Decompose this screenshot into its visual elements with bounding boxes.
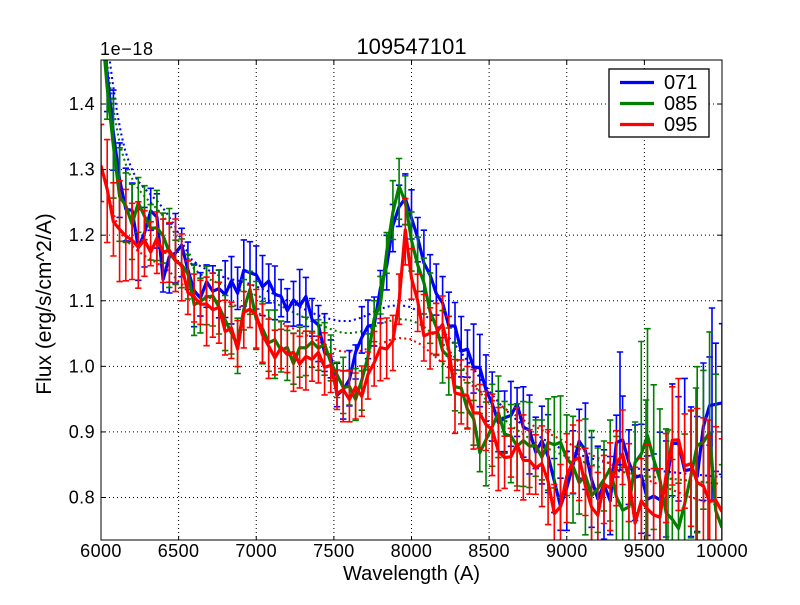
svg-text:8000: 8000 (391, 541, 433, 561)
svg-text:8500: 8500 (468, 541, 510, 561)
svg-text:9500: 9500 (624, 541, 666, 561)
svg-text:085: 085 (664, 93, 697, 115)
svg-text:9000: 9000 (546, 541, 588, 561)
svg-text:1.3: 1.3 (69, 160, 95, 180)
svg-text:1e−18: 1e−18 (100, 39, 154, 59)
svg-text:109547101: 109547101 (356, 34, 466, 59)
svg-text:6500: 6500 (158, 541, 200, 561)
svg-text:1.0: 1.0 (69, 356, 95, 376)
svg-text:10000: 10000 (696, 541, 748, 561)
svg-text:071: 071 (664, 72, 697, 94)
svg-text:0.9: 0.9 (69, 422, 95, 442)
svg-text:0.8: 0.8 (69, 488, 95, 508)
svg-text:1.4: 1.4 (69, 94, 95, 114)
svg-text:1.1: 1.1 (69, 291, 95, 311)
svg-text:6000: 6000 (80, 541, 122, 561)
svg-text:095: 095 (664, 114, 697, 136)
svg-text:1.2: 1.2 (69, 225, 95, 245)
svg-text:Flux (erg/s/cm^2/A): Flux (erg/s/cm^2/A) (33, 213, 56, 394)
svg-text:7500: 7500 (313, 541, 355, 561)
svg-text:Wavelength (A): Wavelength (A) (343, 563, 480, 585)
svg-text:7000: 7000 (235, 541, 277, 561)
